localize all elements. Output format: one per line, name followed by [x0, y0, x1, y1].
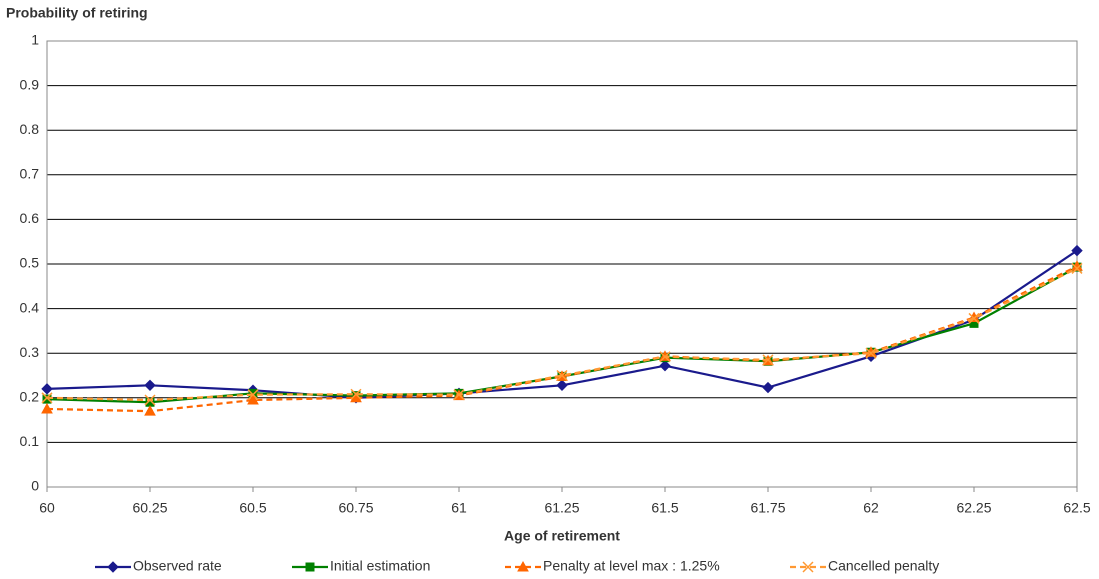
legend-label: Observed rate [133, 558, 222, 574]
marker [1071, 262, 1083, 274]
marker [556, 379, 568, 392]
marker [41, 383, 53, 395]
marker [762, 354, 774, 366]
legend-item: Penalty at level max : 1.25% [505, 558, 720, 574]
marker [453, 389, 465, 401]
y-tick-label: 0.1 [20, 433, 40, 449]
marker [968, 312, 980, 324]
x-tick-label: 61.5 [651, 500, 678, 516]
y-tick-label: 0.5 [20, 255, 40, 271]
legend-item: Observed rate [95, 558, 222, 574]
x-tick-label: 62.25 [956, 500, 991, 516]
marker [659, 351, 671, 363]
marker [144, 405, 156, 416]
legend-label: Initial estimation [330, 558, 430, 574]
marker [659, 359, 671, 372]
x-axis-title: Age of retirement [504, 528, 620, 544]
marker [865, 347, 877, 359]
x-tick-label: 61.25 [544, 500, 579, 516]
legend-label: Cancelled penalty [828, 558, 939, 574]
marker [107, 561, 119, 573]
y-tick-label: 0.8 [20, 121, 40, 137]
marker [556, 369, 568, 382]
marker [144, 394, 156, 406]
y-tick-label: 0.6 [20, 210, 40, 226]
marker [42, 394, 52, 404]
marker [517, 560, 529, 572]
marker [144, 379, 156, 392]
x-tick-label: 60.75 [338, 500, 373, 516]
x-tick-label: 62 [863, 500, 879, 516]
x-tick-label: 60.25 [132, 500, 167, 516]
series-line [46, 267, 1078, 402]
x-tick-label: 61.75 [750, 500, 785, 516]
marker [762, 381, 774, 394]
marker [802, 561, 814, 573]
legend-item: Cancelled penalty [790, 558, 939, 574]
y-tick-label: 1 [31, 32, 39, 48]
x-tick-label: 62.5 [1063, 500, 1090, 516]
marker [305, 562, 315, 572]
marker [1071, 244, 1083, 257]
y-tick-label: 0.9 [20, 76, 40, 92]
x-tick-label: 60.5 [239, 500, 266, 516]
y-axis-title: Probability of retiring [6, 5, 148, 21]
marker [41, 392, 53, 404]
y-tick-label: 0.4 [20, 299, 40, 315]
marker [247, 389, 259, 401]
x-tick-label: 60 [39, 500, 55, 516]
y-tick-label: 0.7 [20, 166, 40, 182]
legend-item: Initial estimation [292, 558, 430, 574]
legend-label: Penalty at level max : 1.25% [543, 558, 720, 574]
marker [247, 394, 259, 405]
y-tick-label: 0 [31, 478, 39, 494]
x-tick-label: 61 [451, 500, 467, 516]
y-tick-label: 0.3 [20, 344, 40, 360]
marker [350, 388, 362, 400]
marker [41, 402, 53, 414]
y-tick-label: 0.2 [20, 389, 40, 405]
